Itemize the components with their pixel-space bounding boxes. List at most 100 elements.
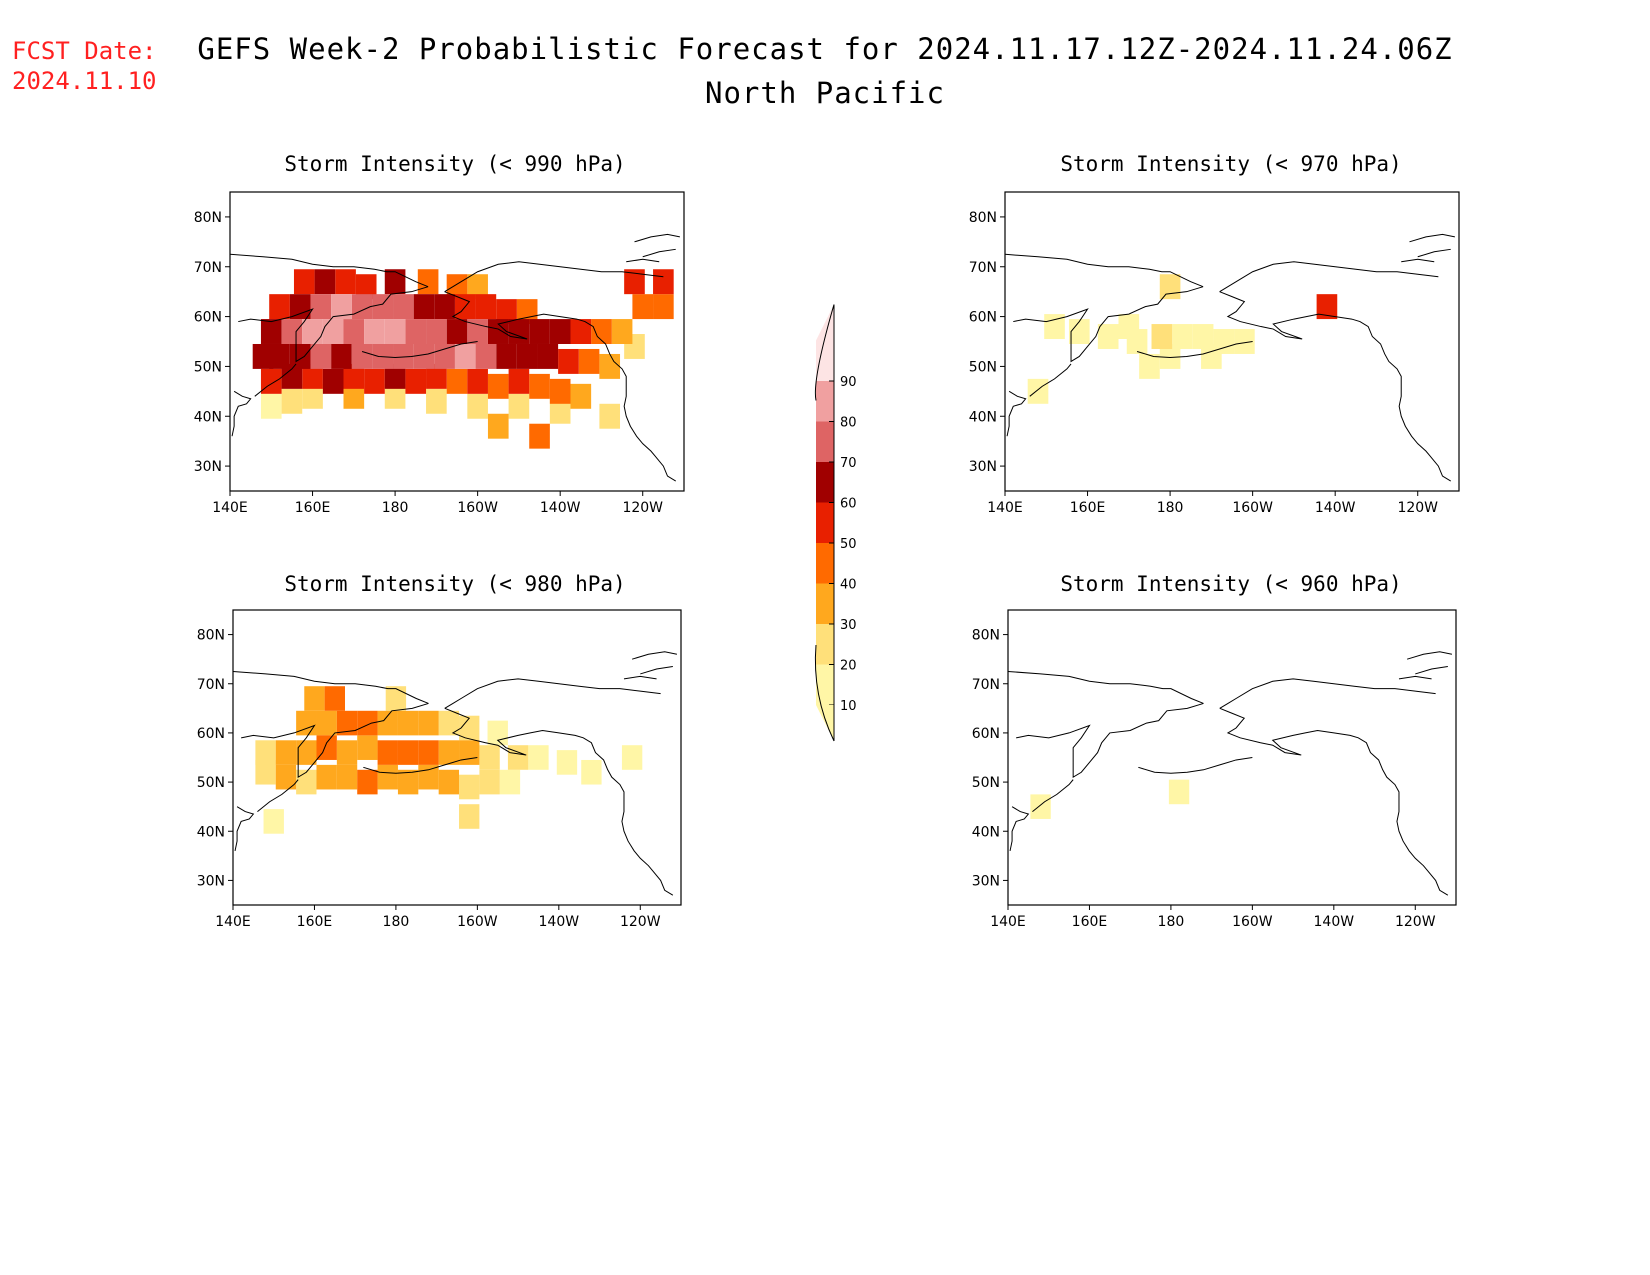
probability-cell: [549, 378, 571, 404]
probability-cell: [355, 274, 377, 300]
probability-field-p990: [252, 269, 674, 449]
coastline: [1016, 702, 1204, 779]
lon-tick-label: 180: [383, 914, 410, 930]
lon-tick-label: 160W: [1232, 500, 1273, 516]
map-panel-p980: 80N 70N 60N 50N 40N 30N 140E 160E 180 160W 140W 120…: [197, 609, 682, 930]
probability-cell: [475, 294, 497, 320]
probability-cell: [397, 710, 419, 736]
probability-cell: [377, 740, 398, 765]
colorbar-label: 10: [840, 699, 857, 714]
probability-cell: [446, 319, 468, 344]
probability-cell: [459, 774, 480, 800]
lat-tick-label: 50N: [194, 359, 222, 375]
lat-tick-label: 50N: [197, 775, 225, 791]
colorbar-label: 80: [840, 416, 857, 431]
panel-title-970: Storm Intensity (< 970 hPa): [1060, 152, 1402, 176]
colorbar-label: 20: [840, 659, 857, 674]
lat-tick-label: 60N: [969, 310, 997, 326]
probability-cell: [507, 745, 529, 770]
lat-tick-label: 40N: [972, 824, 1000, 840]
coastline: [631, 651, 678, 660]
region-title: North Pacific: [705, 76, 945, 110]
coastline: [1398, 675, 1432, 680]
probability-cell: [475, 343, 497, 369]
probability-cell: [438, 710, 460, 736]
lon-tick-label: 140E: [215, 914, 251, 930]
probability-cell: [255, 740, 276, 765]
probability-cell: [418, 764, 439, 790]
coastline: [230, 253, 429, 288]
probability-cell: [459, 804, 480, 829]
probability-cell: [653, 269, 674, 295]
coastline: [233, 670, 429, 704]
lat-tick-label: 80N: [197, 628, 225, 644]
colorbar-segment: [816, 664, 834, 705]
probability-cell: [549, 398, 571, 424]
colorbar-outline: [814, 304, 835, 401]
probability-cell: [499, 769, 521, 795]
coastline: [1219, 291, 1452, 482]
lon-tick-label: 160W: [1232, 914, 1273, 930]
coastline: [1009, 806, 1030, 852]
probability-cell: [434, 343, 455, 369]
colorbar-segment: [816, 624, 834, 665]
probability-cell: [351, 343, 373, 369]
lat-tick-label: 70N: [969, 260, 997, 276]
lon-tick-label: 120W: [1397, 500, 1438, 516]
probability-cell: [479, 745, 500, 770]
panel-title-960: Storm Intensity (< 960 hPa): [1060, 572, 1402, 596]
coastlines-p990: [230, 233, 680, 482]
probability-cell: [310, 343, 332, 369]
probability-cell: [570, 383, 592, 409]
probability-cell: [335, 269, 356, 295]
probability-cell: [384, 319, 406, 344]
lat-tick-label: 70N: [194, 260, 222, 276]
coastline: [231, 390, 252, 437]
probability-cell: [314, 269, 336, 295]
forecast-date-block: FCST Date: 2024.11.10: [12, 36, 157, 96]
coastline: [642, 248, 676, 258]
panel-title-980: Storm Intensity (< 980 hPa): [284, 572, 626, 596]
map-panel-p970: 80N 70N 60N 50N 40N 30N 140E 160E 180 160W 140W 120…: [969, 191, 1460, 516]
lon-tick-label: 180: [1158, 914, 1185, 930]
lat-tick-label: 40N: [969, 409, 997, 425]
lon-tick-label: 120W: [622, 500, 663, 516]
lat-tick-label: 70N: [972, 677, 1000, 693]
probability-cell: [417, 269, 439, 295]
probability-field-p960: [1030, 779, 1190, 819]
lat-tick-label: 80N: [194, 210, 222, 226]
probability-cell: [255, 759, 276, 785]
probability-cell: [418, 740, 439, 765]
coastlines-p970: [1005, 233, 1455, 482]
probability-cell: [357, 735, 378, 760]
colorbar-label: 70: [840, 456, 857, 471]
probability-cell: [316, 764, 337, 790]
map-frame: [1007, 609, 1457, 906]
probability-cell: [611, 319, 633, 344]
probability-cell: [260, 368, 282, 394]
map-frame: [229, 191, 685, 492]
coastline: [444, 707, 674, 896]
colorbar-label: 60: [840, 497, 857, 512]
coastline: [1401, 258, 1435, 263]
probability-cell: [1068, 319, 1090, 344]
probability-cell: [1168, 779, 1190, 805]
colorbar-segment: [816, 502, 834, 543]
probability-cell: [281, 388, 303, 414]
probability-cell: [434, 294, 455, 320]
probability-cell: [331, 343, 352, 369]
probability-cell: [487, 373, 509, 399]
map-frame: [1004, 191, 1460, 492]
probability-cell: [281, 363, 303, 389]
probability-cell: [1172, 324, 1193, 349]
probability-cell: [1234, 329, 1255, 354]
coastline: [1029, 363, 1072, 397]
probability-cell: [549, 319, 571, 344]
colorbar: 10 20 30 40 50 60 70 80 90: [814, 304, 857, 742]
probability-cell: [599, 353, 621, 379]
coastlines-p980: [233, 651, 678, 896]
lat-tick-label: 80N: [969, 210, 997, 226]
probability-cell: [413, 343, 435, 369]
coastline: [1409, 233, 1455, 243]
coastline: [1415, 666, 1448, 675]
